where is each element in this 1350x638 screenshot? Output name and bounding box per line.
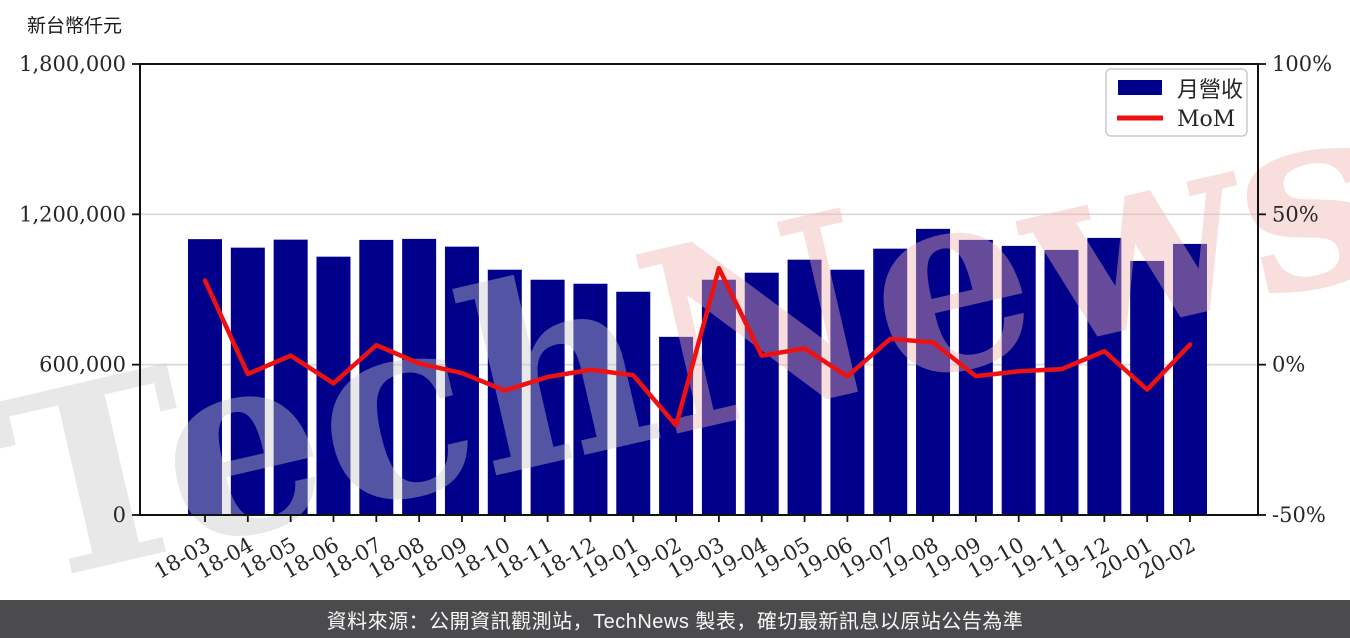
legend: 月營收 MoM xyxy=(1105,68,1248,137)
bar-18-12 xyxy=(573,283,608,515)
bar-18-08 xyxy=(402,238,437,516)
bar-20-02 xyxy=(1172,243,1207,515)
bar-19-01 xyxy=(616,291,651,515)
right-axis-tick-label: 100% xyxy=(1272,52,1332,76)
bar-19-08 xyxy=(916,228,951,516)
left-axis-tick-label: 1,200,000 xyxy=(19,202,126,226)
bar-19-05 xyxy=(787,259,822,515)
legend-line-label: MoM xyxy=(1177,107,1235,132)
right-axis-tick-label: 0% xyxy=(1272,353,1305,377)
monthly-revenue-mom-chart: TechNews0600,0001,200,0001,800,000-50%0%… xyxy=(0,38,1350,638)
right-axis-tick-label: 50% xyxy=(1272,202,1319,226)
source-footer: 資料來源：公開資訊觀測站，TechNews 製表，確切最新訊息以原站公告為準 xyxy=(0,600,1350,638)
right-axis-tick-label: -50% xyxy=(1272,503,1326,527)
bar-19-03 xyxy=(701,279,736,515)
chart-figure: 新台幣仟元 TechNews 0 600,000 1,200,000 1,800,000… xyxy=(0,15,1350,638)
legend-bar-label: 月營收 xyxy=(1177,78,1243,103)
bar-18-07 xyxy=(359,239,394,515)
left-axis-unit-label: 新台幣仟元 xyxy=(27,15,123,37)
bar-18-09 xyxy=(444,246,479,515)
bar-19-06 xyxy=(830,269,865,515)
bar-18-05 xyxy=(273,239,308,515)
mom-line xyxy=(202,265,1193,428)
bar-19-12 xyxy=(1087,237,1122,515)
left-axis-tick-label: 600,000 xyxy=(39,353,126,377)
bar-18-11 xyxy=(530,279,565,515)
source-footer-text: 資料來源：公開資訊觀測站，TechNews 製表，確切最新訊息以原站公告為準 xyxy=(326,610,1024,633)
bar-18-06 xyxy=(316,256,351,515)
bar-19-10 xyxy=(1001,245,1036,516)
bar-19-07 xyxy=(873,248,908,516)
left-axis-tick-label: 1,800,000 xyxy=(19,52,126,76)
left-axis-tick-label: 0 xyxy=(113,503,126,527)
bar-19-11 xyxy=(1044,249,1079,515)
plot-frame xyxy=(139,63,1259,516)
bar-19-04 xyxy=(744,272,779,515)
bar-18-04 xyxy=(230,247,265,515)
legend-bar-swatch xyxy=(1118,80,1162,95)
